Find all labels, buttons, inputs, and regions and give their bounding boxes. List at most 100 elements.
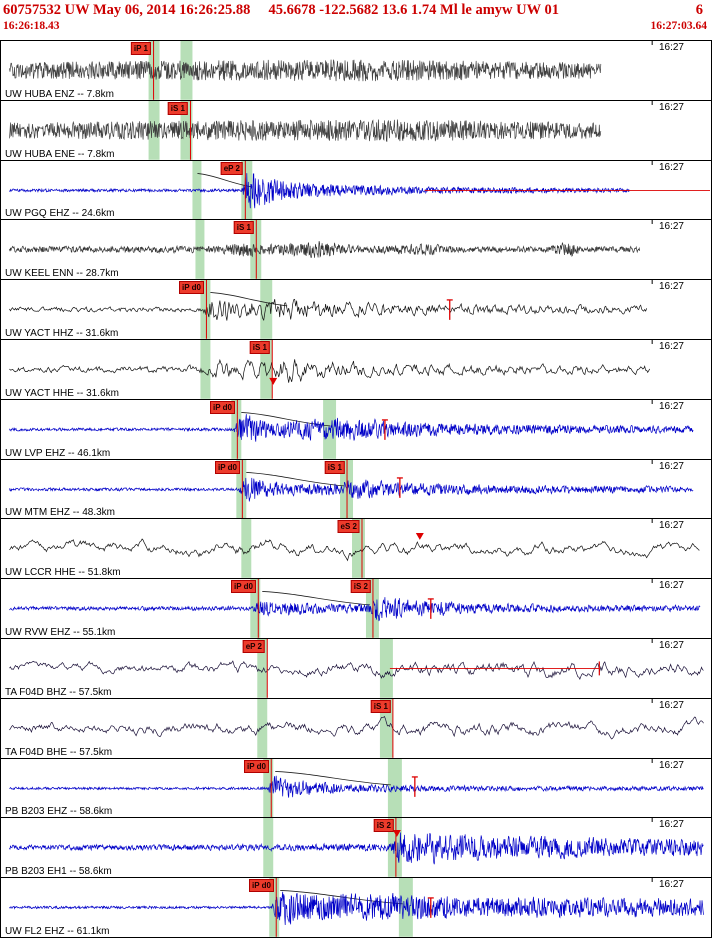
- arrival-window-band: [236, 459, 247, 519]
- event-summary: 60757532 UW May 06, 2014 16:26:25.88: [3, 2, 251, 18]
- waveform-trace: [9, 660, 704, 681]
- waveform-plot[interactable]: [1, 41, 711, 100]
- coda-decay-curve: [280, 890, 403, 905]
- event-location: 45.6678 -122.5682 13.6 1.74 Ml le amyw U…: [268, 2, 559, 18]
- waveform-plot[interactable]: [1, 459, 711, 519]
- waveform-trace: [9, 597, 701, 622]
- flag-marker[interactable]: [269, 377, 278, 385]
- pick-label[interactable]: iS 1: [233, 221, 254, 235]
- trace-panel[interactable]: 16:27 UW YACT HHE -- 31.6km iS 1: [0, 338, 712, 400]
- waveform-trace: [9, 775, 704, 798]
- minute-label: 16:27: [658, 161, 684, 173]
- waveform-plot[interactable]: [1, 638, 711, 698]
- pick-label[interactable]: iS 1: [324, 460, 345, 474]
- pick-label[interactable]: iP d0: [179, 281, 204, 295]
- minute-label: 16:27: [658, 699, 684, 711]
- waveform-trace: [9, 299, 648, 322]
- arrival-window-band: [257, 638, 268, 698]
- arrival-window-band: [269, 878, 280, 937]
- minute-label: 16:27: [658, 879, 684, 891]
- pick-label[interactable]: iS 1: [249, 340, 270, 354]
- pick-label[interactable]: iS 2: [373, 819, 394, 833]
- arrival-window-band: [260, 339, 273, 399]
- station-label: UW KEEL ENN -- 28.7km: [5, 268, 119, 280]
- pick-label[interactable]: iS 1: [370, 699, 391, 713]
- arrival-window-band: [257, 698, 268, 758]
- waveform-trace: [9, 891, 704, 926]
- minute-label: 16:27: [658, 759, 684, 771]
- trace-panel[interactable]: 16:27 UW FL2 EHZ -- 61.1km iP d0: [0, 877, 712, 938]
- trace-panel[interactable]: 16:27 UW PGQ EHZ -- 24.6km eP 2: [0, 159, 712, 221]
- coda-decay-curve: [210, 292, 288, 307]
- pick-label[interactable]: iS 2: [350, 580, 371, 594]
- pick-label[interactable]: iS 1: [167, 101, 188, 115]
- waveform-plot[interactable]: [1, 339, 711, 399]
- pick-label[interactable]: iP d0: [249, 879, 274, 893]
- trace-panel[interactable]: 16:27 UW YACT HHZ -- 31.6km iP d0: [0, 279, 712, 340]
- window-start-time: 16:26:18.43: [3, 20, 60, 32]
- waveform-plot[interactable]: [1, 579, 711, 638]
- waveform-plot[interactable]: [1, 698, 711, 758]
- arrival-window-band: [241, 160, 253, 220]
- waveform-trace: [9, 59, 602, 82]
- waveform-plot[interactable]: [1, 280, 711, 339]
- waveform-trace: [9, 172, 630, 208]
- waveform-plot[interactable]: [1, 758, 711, 818]
- coda-decay-curve: [275, 770, 391, 785]
- trace-count: 6: [695, 2, 703, 18]
- station-label: UW YACT HHE -- 31.6km: [5, 387, 119, 399]
- station-label: UW HUBA ENZ -- 7.8km: [5, 88, 114, 100]
- waveform-plot[interactable]: [1, 519, 711, 579]
- minute-label: 16:27: [658, 281, 684, 293]
- waveform-plot[interactable]: [1, 818, 711, 878]
- station-label: UW LVP EHZ -- 46.1km: [5, 447, 111, 459]
- station-label: UW FL2 EHZ -- 61.1km: [5, 925, 110, 937]
- arrival-window-band: [379, 698, 393, 758]
- trace-panel[interactable]: 16:27 PB B203 EHZ -- 58.6km iP d0: [0, 757, 712, 819]
- trace-panel[interactable]: 16:27 TA F04D BHE -- 57.5km iS 1: [0, 697, 712, 759]
- waveform-plot[interactable]: [1, 100, 711, 160]
- waveform-trace: [9, 538, 700, 562]
- waveform-plot[interactable]: [1, 878, 711, 937]
- pick-label[interactable]: eP 2: [242, 639, 265, 653]
- coda-decay-curve: [246, 471, 345, 486]
- arrival-window-band: [231, 399, 242, 459]
- trace-panel[interactable]: 16:27 UW RVW EHZ -- 55.1km iP d0 iS 2: [0, 578, 712, 639]
- station-label: UW MTM EHZ -- 48.3km: [5, 507, 115, 519]
- trace-panel[interactable]: 16:27 UW HUBA ENZ -- 7.8km iP 1: [0, 40, 712, 101]
- arrival-window-band: [260, 280, 273, 339]
- pick-label[interactable]: iP 1: [130, 42, 151, 55]
- arrival-window-band: [200, 280, 211, 339]
- station-label: UW RVW EHZ -- 55.1km: [5, 626, 116, 638]
- trace-panel[interactable]: 16:27 UW LVP EHZ -- 46.1km iP d0: [0, 398, 712, 460]
- trace-panel[interactable]: 16:27 UW LCCR HHE -- 51.8km eS 2: [0, 518, 712, 580]
- trace-panel[interactable]: 16:27 TA F04D BHZ -- 57.5km eP 2: [0, 637, 712, 699]
- trace-panel[interactable]: 16:27 UW KEEL ENN -- 28.7km iS 1: [0, 219, 712, 281]
- minute-label: 16:27: [658, 42, 684, 53]
- flag-marker[interactable]: [392, 830, 401, 838]
- pick-label[interactable]: iP d0: [231, 580, 256, 594]
- minute-label: 16:27: [658, 819, 684, 831]
- flag-marker[interactable]: [415, 533, 424, 541]
- pick-label[interactable]: eS 2: [337, 520, 360, 534]
- trace-panel[interactable]: 16:27 UW MTM EHZ -- 48.3km iP d0 iS 1: [0, 458, 712, 520]
- time-window-row: 16:26:18.43 16:27:03.64: [3, 20, 709, 32]
- minute-label: 16:27: [658, 460, 684, 472]
- trace-panels: 16:27 UW HUBA ENZ -- 7.8km iP 1 16:27 UW…: [0, 40, 712, 938]
- trace-panel[interactable]: 16:27 UW HUBA ENE -- 7.8km iS 1: [0, 99, 712, 161]
- pick-label[interactable]: iP d0: [215, 460, 240, 474]
- pick-label[interactable]: iP d0: [210, 400, 235, 414]
- waveform-trace: [9, 715, 704, 740]
- station-label: UW PGQ EHZ -- 24.6km: [5, 208, 115, 220]
- station-label: UW LCCR HHE -- 51.8km: [5, 567, 121, 579]
- waveform-trace: [9, 119, 602, 142]
- pick-label[interactable]: iP d0: [244, 759, 269, 773]
- waveform-plot[interactable]: [1, 399, 711, 459]
- minute-label: 16:27: [658, 340, 684, 352]
- waveform-plot[interactable]: [1, 160, 711, 220]
- pick-label[interactable]: eP 2: [220, 161, 243, 175]
- waveform-plot[interactable]: [1, 220, 711, 280]
- trace-panel[interactable]: 16:27 PB B203 EH1 -- 58.6km iS 2: [0, 817, 712, 879]
- arrival-window-band: [241, 519, 252, 579]
